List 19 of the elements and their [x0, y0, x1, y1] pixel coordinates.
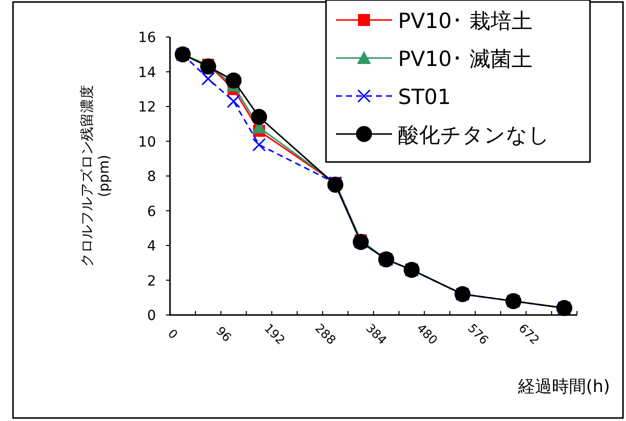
y-tick-label: 6 — [147, 204, 156, 220]
y-tick-label: 2 — [147, 273, 156, 290]
y-tick-label: 12 — [138, 100, 156, 116]
y-tick-label: 10 — [138, 134, 156, 150]
y-tick-label: 4 — [147, 238, 156, 254]
x-tick-label: 96 — [213, 324, 234, 345]
y-tick-label: 8 — [147, 169, 156, 185]
y-tick-label: 0 — [147, 308, 156, 324]
x-tick-label: 480 — [414, 321, 440, 348]
x-tick-label: 0 — [165, 326, 180, 342]
y-tick-label: 14 — [138, 64, 156, 81]
legend-label: PV10･ 滅菌土 — [398, 47, 532, 71]
y-axis-title: クロルフルアズロン残留濃度 (ppm) — [80, 85, 112, 267]
legend-label: ST01 — [398, 85, 451, 109]
legend-label: PV10･ 栽培土 — [398, 9, 532, 33]
y-tick-label: 16 — [138, 30, 156, 46]
legend-label: 酸化チタンなし — [398, 123, 550, 147]
x-axis-title: 経過時間(h) — [516, 377, 610, 397]
x-tick-label: 672 — [516, 321, 542, 348]
